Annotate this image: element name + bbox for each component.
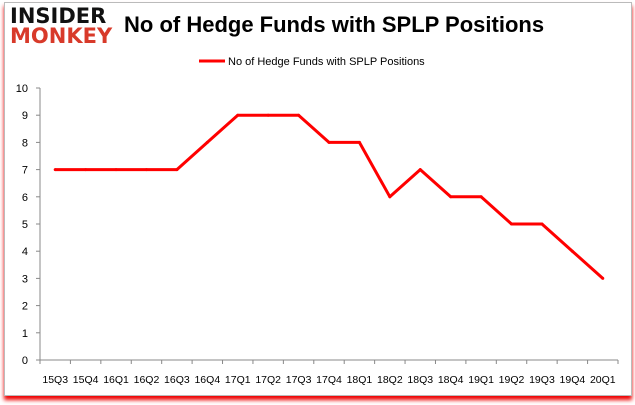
y-tick-label: 8 <box>22 137 28 149</box>
x-tick-label: 15Q3 <box>42 374 68 386</box>
y-tick-label: 6 <box>22 192 28 204</box>
x-tick-label: 18Q3 <box>407 374 433 386</box>
data-point <box>144 168 148 172</box>
chart-frame <box>4 2 632 396</box>
insider-monkey-logo: INSIDER MONKEY <box>10 4 113 48</box>
data-point <box>388 195 392 199</box>
y-tick-label: 4 <box>22 246 28 258</box>
data-point <box>510 222 514 226</box>
data-point <box>114 168 118 172</box>
x-tick-label: 19Q4 <box>560 374 586 386</box>
x-tick-label: 18Q1 <box>347 374 373 386</box>
data-point <box>205 140 209 144</box>
y-tick-label: 3 <box>22 273 28 285</box>
data-point <box>540 222 544 226</box>
y-tick-label: 9 <box>22 110 28 122</box>
data-point <box>570 249 574 253</box>
x-tick-label: 19Q3 <box>529 374 555 386</box>
data-point <box>327 140 331 144</box>
x-tick-label: 18Q2 <box>377 374 403 386</box>
x-tick-label: 19Q2 <box>499 374 525 386</box>
data-point <box>236 113 240 117</box>
data-point <box>266 113 270 117</box>
x-tick-label: 16Q4 <box>194 374 220 386</box>
series-line <box>55 113 604 280</box>
x-tick-label: 18Q4 <box>438 374 464 386</box>
x-tick-label: 17Q2 <box>255 374 281 386</box>
legend-label: No of Hedge Funds with SPLP Positions <box>228 56 425 68</box>
y-tick-label: 1 <box>22 328 28 340</box>
y-tick-label: 7 <box>22 165 28 177</box>
data-point <box>84 168 88 172</box>
x-tick-label: 17Q3 <box>286 374 312 386</box>
y-tick-label: 10 <box>16 83 28 95</box>
y-tick-label: 2 <box>22 301 28 313</box>
data-point <box>418 168 422 172</box>
data-point <box>53 168 57 172</box>
data-point <box>479 195 483 199</box>
x-tick-label: 17Q4 <box>316 374 342 386</box>
data-point <box>357 140 361 144</box>
data-point <box>601 276 605 280</box>
logo-line2: MONKEY <box>10 24 113 48</box>
y-tick-label: 0 <box>22 355 28 367</box>
x-tick-label: 19Q1 <box>468 374 494 386</box>
logo-line1: INSIDER <box>10 4 107 28</box>
x-tick-label: 16Q3 <box>164 374 190 386</box>
data-point <box>175 168 179 172</box>
x-tick-label: 15Q4 <box>73 374 99 386</box>
x-tick-label: 17Q1 <box>225 374 251 386</box>
x-tick-label: 16Q2 <box>134 374 160 386</box>
x-tick-label: 16Q1 <box>103 374 129 386</box>
data-point <box>297 113 301 117</box>
data-point <box>449 195 453 199</box>
x-tick-label: 20Q1 <box>590 374 616 386</box>
y-tick-label: 5 <box>22 219 28 231</box>
chart-title: No of Hedge Funds with SPLP Positions <box>124 12 545 37</box>
